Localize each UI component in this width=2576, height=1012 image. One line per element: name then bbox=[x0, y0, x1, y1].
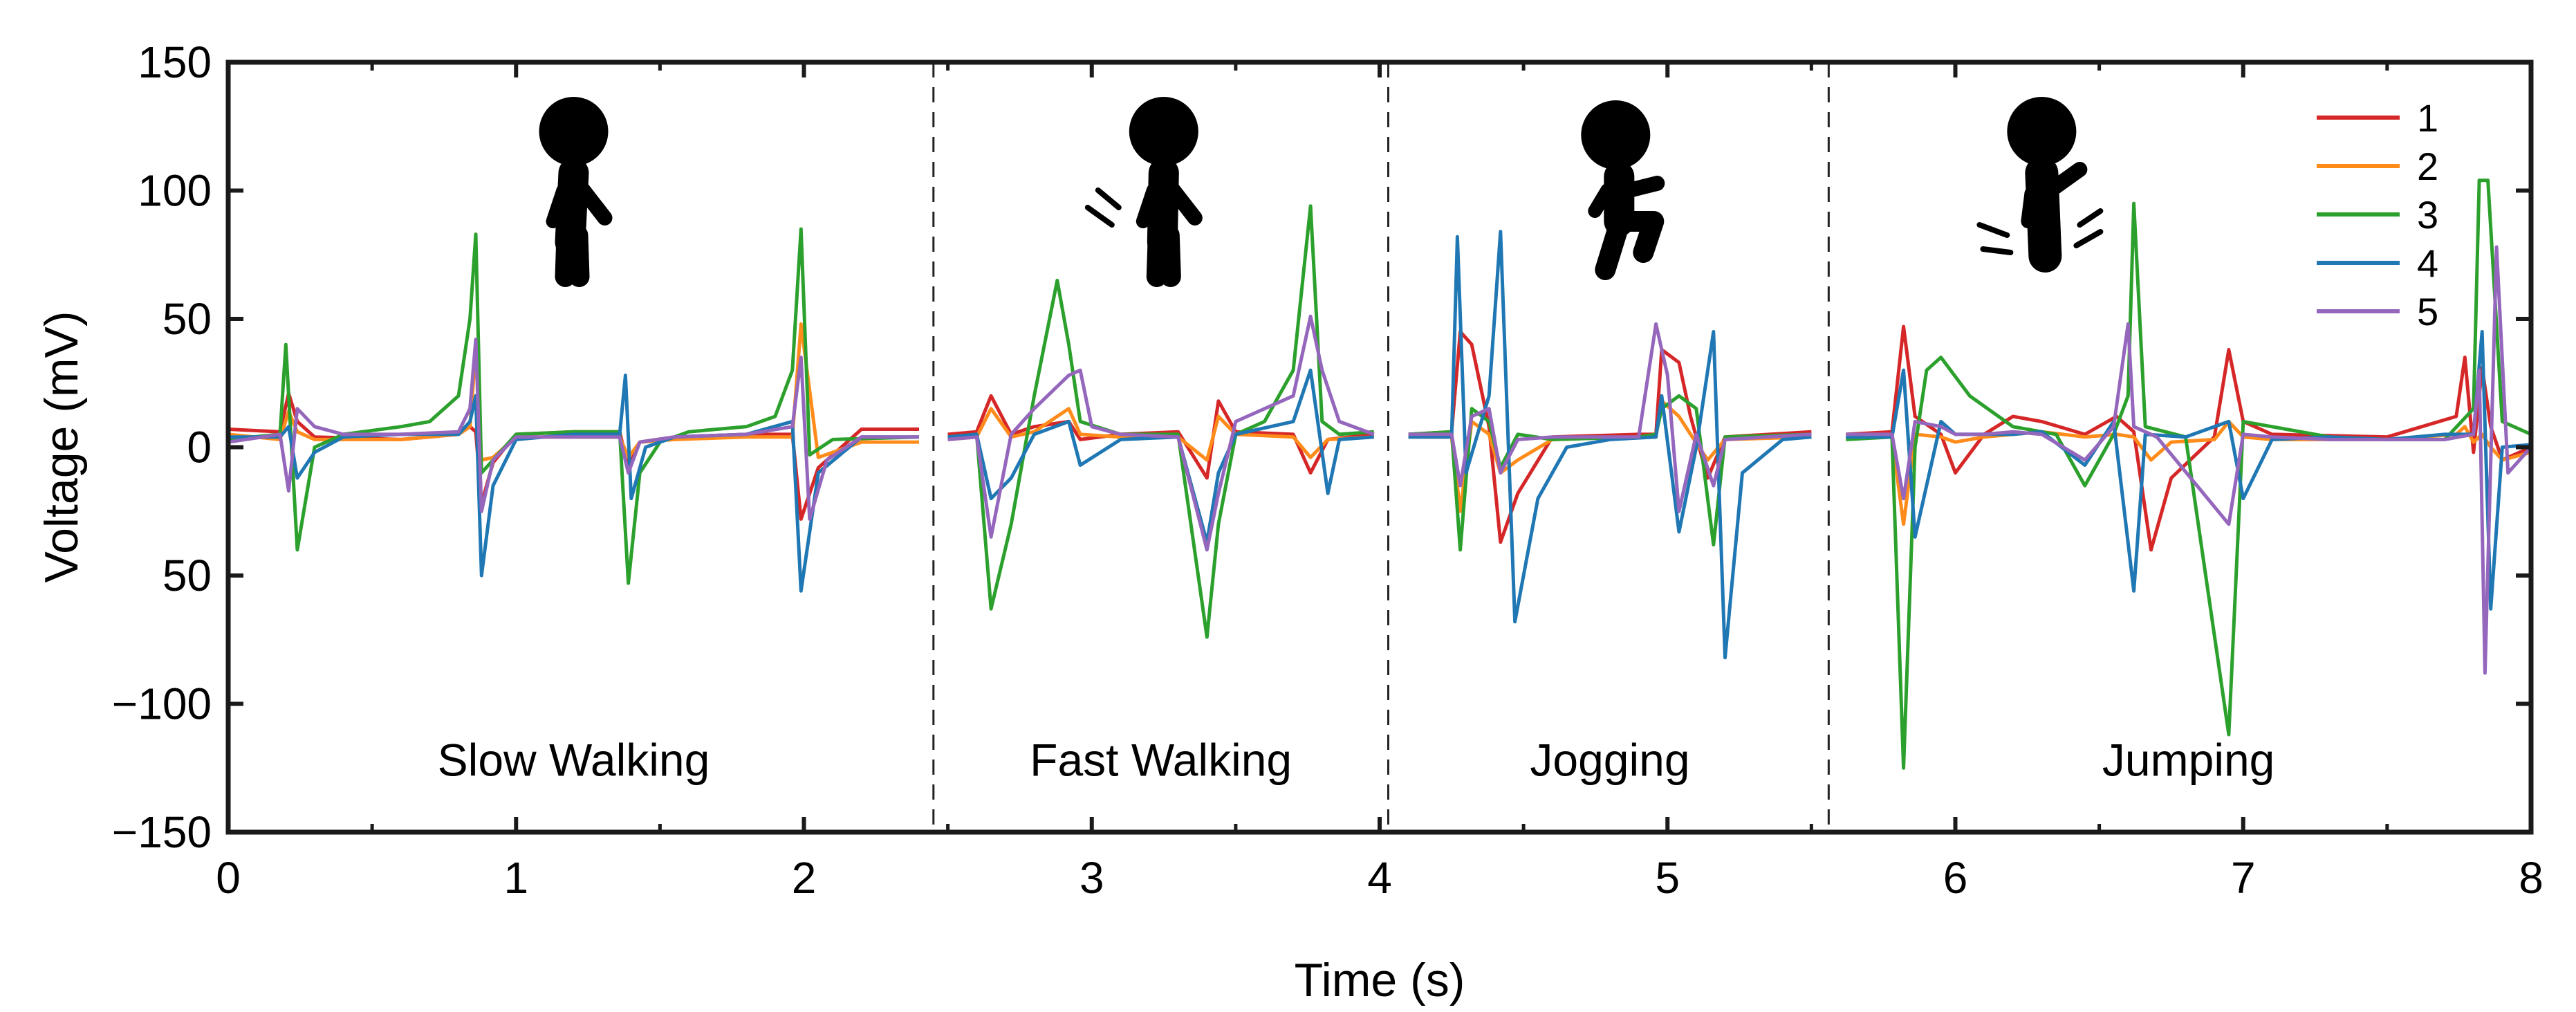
x-tick-label: 0 bbox=[216, 853, 241, 903]
series-3-line-segment-4 bbox=[1846, 178, 2531, 770]
y-tick-label: 150 bbox=[138, 37, 212, 87]
legend-label: 4 bbox=[2417, 241, 2438, 285]
series-3-line-segment-3 bbox=[1408, 394, 1812, 552]
series-5-line-segment-2 bbox=[947, 314, 1375, 552]
slow-walking-person-icon bbox=[539, 97, 613, 287]
series-3-line-segment-2 bbox=[947, 204, 1374, 639]
legend-item-1: 1 bbox=[2317, 96, 2438, 140]
y-tick-label: 50 bbox=[163, 551, 212, 600]
y-tick-label: −100 bbox=[112, 679, 212, 729]
legend-item-3: 3 bbox=[2317, 193, 2438, 237]
jogging-person-icon bbox=[1581, 100, 1665, 280]
y-tick-label: 100 bbox=[138, 166, 212, 216]
legend: 1 2 34 5 bbox=[2317, 96, 2438, 333]
legend-item-5: 5 bbox=[2317, 290, 2438, 333]
series-4-line-segment-3 bbox=[1408, 230, 1812, 660]
series-3-line-segment-1 bbox=[228, 227, 920, 585]
legend-label: 2 bbox=[2417, 145, 2438, 188]
tick-layer bbox=[226, 60, 2533, 834]
x-tick-label: 3 bbox=[1079, 853, 1104, 903]
x-axis-label: Time (s) bbox=[1295, 954, 1465, 1006]
x-tick-label: 7 bbox=[2231, 853, 2256, 903]
icon-layer bbox=[539, 97, 2104, 287]
legend-item-2: 2 bbox=[2317, 145, 2438, 188]
series-layer bbox=[228, 178, 2531, 770]
legend-label: 5 bbox=[2417, 290, 2438, 333]
x-tick-label: 5 bbox=[1655, 853, 1680, 903]
segment-label-1: Slow Walking bbox=[438, 734, 710, 785]
x-tick-label: 6 bbox=[1943, 853, 1968, 903]
series-5-line-segment-1 bbox=[228, 338, 919, 521]
segment-label-2: Fast Walking bbox=[1030, 734, 1292, 785]
x-tick-label: 4 bbox=[1367, 853, 1392, 903]
y-tick-label: 50 bbox=[163, 294, 212, 344]
series-5-line-segment-4 bbox=[1846, 245, 2531, 675]
series-4-line-segment-4 bbox=[1846, 330, 2531, 611]
series-2-line-segment-4 bbox=[1846, 419, 2531, 526]
x-tick-label: 2 bbox=[792, 853, 817, 903]
segment-label-3: Jogging bbox=[1530, 734, 1689, 785]
divider-layer bbox=[932, 62, 1830, 832]
fast-walking-person-icon bbox=[1084, 97, 1203, 287]
segment-label-4: Jumping bbox=[2102, 734, 2274, 785]
legend-label: 3 bbox=[2417, 193, 2438, 237]
x-tick-label: 8 bbox=[2519, 853, 2543, 903]
series-4-line-segment-1 bbox=[228, 374, 919, 593]
legend-item-4: 4 bbox=[2317, 241, 2438, 285]
legend-label: 1 bbox=[2417, 96, 2438, 140]
y-tick-label: −150 bbox=[112, 807, 212, 857]
jumping-person-icon bbox=[1976, 97, 2104, 273]
series-5-line-segment-3 bbox=[1408, 322, 1812, 513]
y-axis-label: Voltage (mV) bbox=[35, 311, 88, 582]
y-tick-label: 0 bbox=[187, 423, 212, 472]
x-tick-label: 1 bbox=[503, 853, 528, 903]
